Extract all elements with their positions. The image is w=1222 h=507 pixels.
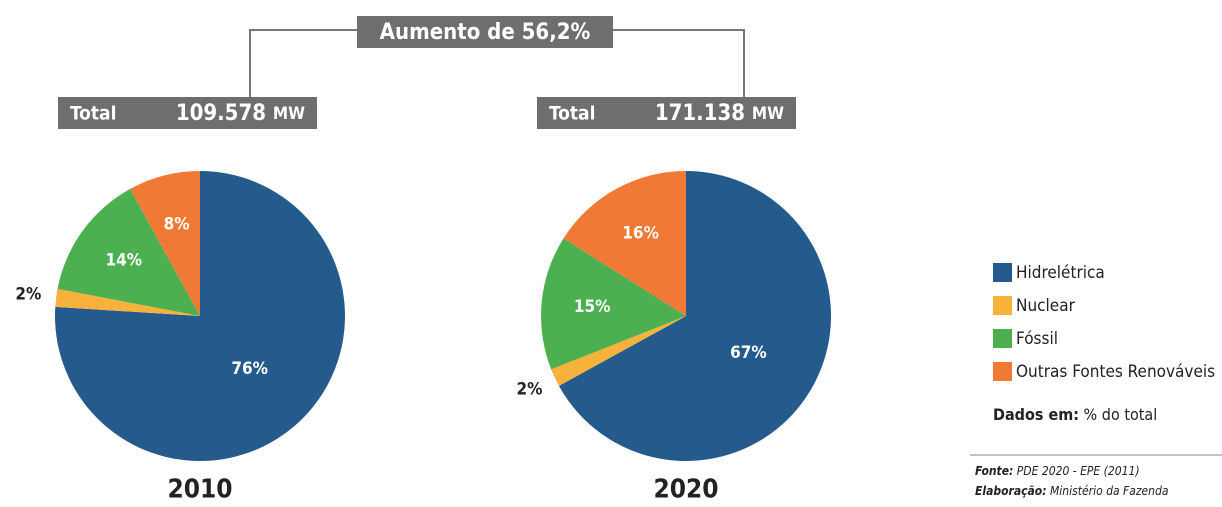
legend-swatch	[993, 362, 1012, 381]
total-unit: MW	[273, 104, 305, 124]
total-label: Total	[549, 103, 595, 125]
legend-label: Nuclear	[1016, 296, 1076, 316]
increase-box	[357, 16, 613, 48]
pie-slice	[130, 171, 200, 316]
data-label: 2%	[516, 380, 542, 400]
total-box	[537, 97, 796, 129]
total-value: 109.578 MW	[176, 101, 305, 126]
made: Elaboração: Ministério da Fazenda	[975, 484, 1168, 498]
pie-slice	[55, 288, 200, 316]
connector	[613, 29, 745, 97]
total-number: 109.578	[176, 101, 266, 126]
legend-label: Hidrelétrica	[1016, 263, 1105, 283]
pie-title: 2020	[653, 475, 718, 505]
total-box	[58, 97, 317, 129]
connector	[249, 29, 357, 97]
source-label: Fonte:	[975, 464, 1013, 478]
data-note-label: Dados em:	[993, 405, 1079, 424]
data-label: 8%	[164, 215, 190, 235]
data-label: 15%	[574, 297, 611, 317]
pie-slice	[551, 316, 686, 386]
pie-slice	[57, 188, 201, 316]
legend-swatch	[993, 296, 1012, 315]
legend-swatch	[993, 329, 1012, 348]
pie-slice	[558, 171, 832, 461]
legend: Dados em: % do total Fonte: PDE 2020 - E…	[970, 405, 1222, 498]
pie-slice	[563, 171, 686, 316]
legend-label: Outras Fontes Renováveis	[1016, 362, 1215, 382]
made-label: Elaboração:	[975, 484, 1047, 498]
increase-label: Aumento de 56,2%	[380, 20, 591, 45]
data-label: 2%	[15, 284, 41, 304]
total-unit: MW	[752, 104, 784, 124]
total-value: 171.138 MW	[655, 101, 784, 126]
data-note: Dados em: % do total	[993, 405, 1157, 424]
made-text: Ministério da Fazenda	[1050, 484, 1168, 498]
data-label: 67%	[730, 343, 767, 363]
legend-label: Fóssil	[1016, 329, 1058, 349]
data-label: 16%	[622, 223, 659, 243]
data-label: 14%	[105, 251, 142, 271]
source: Fonte: PDE 2020 - EPE (2011)	[975, 464, 1140, 478]
pie-slice	[55, 171, 346, 461]
pie-title: 2010	[167, 475, 232, 505]
data-label: 76%	[231, 359, 268, 379]
pie-slice	[541, 238, 686, 370]
data-note-unit: % do total	[1084, 405, 1158, 424]
total-number: 171.138	[655, 101, 745, 126]
source-text: PDE 2020 - EPE (2011)	[1017, 464, 1140, 478]
total-label: Total	[70, 103, 116, 125]
legend-swatch	[993, 263, 1012, 282]
